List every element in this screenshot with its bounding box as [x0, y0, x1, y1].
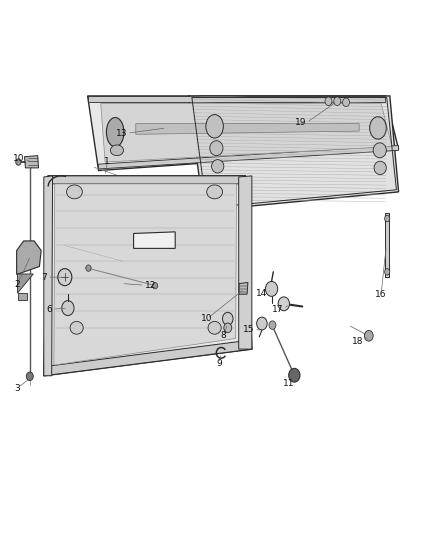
Polygon shape	[101, 103, 392, 162]
Circle shape	[325, 97, 332, 106]
Ellipse shape	[210, 141, 223, 156]
Circle shape	[16, 159, 21, 165]
Polygon shape	[18, 274, 33, 293]
Ellipse shape	[207, 185, 223, 199]
Circle shape	[334, 97, 341, 106]
Text: 1: 1	[104, 157, 110, 166]
Polygon shape	[44, 176, 53, 376]
Circle shape	[289, 368, 300, 382]
Circle shape	[152, 282, 158, 289]
Polygon shape	[99, 146, 399, 169]
Text: 8: 8	[220, 332, 226, 340]
Ellipse shape	[212, 160, 224, 173]
Ellipse shape	[208, 321, 221, 334]
Text: 10: 10	[201, 314, 213, 323]
Text: 11: 11	[283, 379, 295, 388]
Circle shape	[269, 321, 276, 329]
Polygon shape	[18, 293, 27, 300]
Text: 7: 7	[42, 273, 47, 281]
Polygon shape	[54, 184, 237, 365]
Polygon shape	[44, 340, 252, 376]
Text: 19: 19	[295, 118, 307, 127]
Polygon shape	[88, 96, 399, 171]
Circle shape	[343, 98, 350, 107]
Polygon shape	[25, 156, 39, 168]
Ellipse shape	[67, 185, 82, 199]
Circle shape	[385, 269, 390, 275]
Ellipse shape	[370, 117, 386, 139]
Polygon shape	[88, 96, 385, 102]
Polygon shape	[134, 232, 175, 248]
Circle shape	[224, 323, 232, 333]
Text: 14: 14	[256, 289, 267, 297]
Text: 2: 2	[15, 280, 20, 288]
Ellipse shape	[373, 143, 386, 158]
Ellipse shape	[374, 161, 386, 175]
Circle shape	[364, 330, 373, 341]
Text: 16: 16	[375, 290, 387, 299]
Circle shape	[62, 301, 74, 316]
Text: 9: 9	[216, 359, 222, 368]
Text: 13: 13	[116, 129, 127, 138]
Ellipse shape	[206, 115, 223, 138]
Circle shape	[278, 297, 290, 311]
Circle shape	[385, 215, 390, 222]
Text: 12: 12	[145, 281, 156, 289]
Polygon shape	[188, 96, 399, 211]
Circle shape	[86, 265, 91, 271]
Polygon shape	[17, 241, 41, 274]
Polygon shape	[239, 282, 248, 294]
Text: 17: 17	[272, 305, 284, 313]
Polygon shape	[44, 176, 252, 376]
Circle shape	[223, 312, 233, 325]
Circle shape	[58, 269, 72, 286]
Polygon shape	[48, 176, 245, 184]
Ellipse shape	[106, 117, 124, 147]
Text: 6: 6	[47, 305, 53, 313]
Polygon shape	[136, 124, 359, 134]
Circle shape	[257, 317, 267, 330]
Polygon shape	[239, 176, 252, 349]
Text: 3: 3	[14, 384, 21, 392]
Ellipse shape	[110, 145, 124, 156]
Polygon shape	[385, 213, 389, 277]
Circle shape	[265, 281, 278, 296]
Text: 15: 15	[243, 325, 254, 334]
Text: 10: 10	[13, 155, 24, 163]
Circle shape	[26, 372, 33, 381]
Ellipse shape	[70, 321, 83, 334]
Text: 18: 18	[352, 337, 364, 345]
